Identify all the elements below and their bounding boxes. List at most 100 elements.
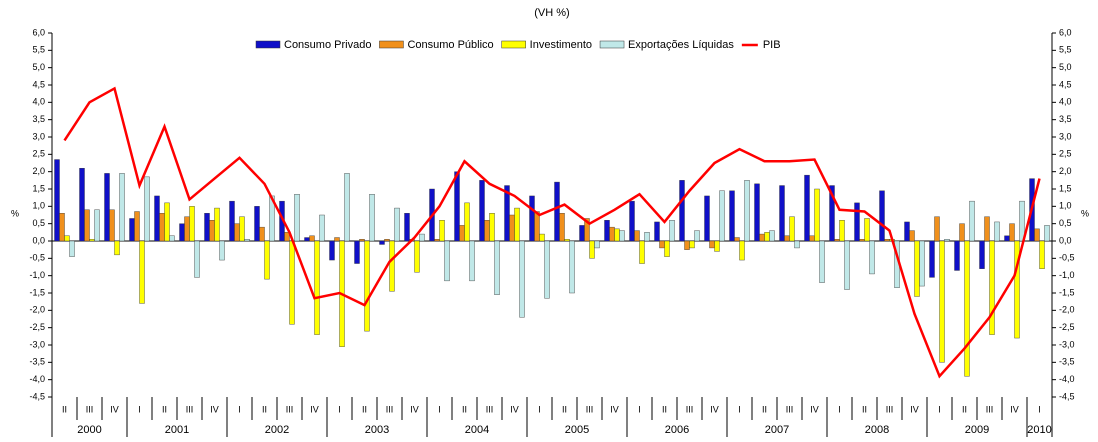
y2-tick-label: 0,5 [1059,218,1072,228]
bar [554,181,560,242]
x-tick-label: III [486,404,494,414]
bar [394,207,400,242]
x-tick-label: I [738,404,741,414]
x-tick-label: IV [110,404,119,414]
y2-axis-label: % [1081,208,1089,218]
bar [734,237,740,242]
bar [494,240,500,295]
bar [729,190,735,242]
y-axis-label: % [11,208,19,218]
bar [1034,228,1040,242]
bar [779,185,785,242]
legend-label: PIB [763,39,781,51]
y-tick-label: 3,0 [32,131,45,141]
y2-tick-label: 3,0 [1059,131,1072,141]
bar [809,235,815,242]
bar [864,218,870,242]
x-tick-label: II [162,404,167,414]
y2-tick-label: -1,0 [1059,270,1075,280]
bar [284,232,290,242]
bar [314,240,320,335]
bar [289,240,295,325]
bar [669,219,675,242]
bar [934,216,940,242]
bar [519,240,525,318]
year-label: 2002 [265,424,289,436]
bar [404,213,410,242]
bar [859,239,865,242]
x-tick-label: IV [410,404,419,414]
bar [909,230,915,242]
bar [414,240,420,273]
bar [189,206,195,242]
bar [904,221,910,242]
bar [804,174,810,242]
bar [389,240,395,292]
bar [109,209,115,242]
y-tick-label: 5,0 [32,62,45,72]
y2-tick-label: -0,5 [1059,253,1075,263]
bar [259,226,265,242]
x-tick-label: I [638,404,641,414]
bar [834,239,840,242]
y-tick-label: 2,5 [32,149,45,159]
x-tick-label: IV [310,404,319,414]
bar [819,240,825,283]
bar [929,240,935,278]
x-tick-label: I [238,404,241,414]
bar [689,240,695,249]
bar [194,240,200,278]
bar [719,190,725,242]
bar [239,216,245,242]
legend-label: Consumo Público [407,39,493,51]
y-tick-label: -4,5 [29,391,45,401]
bar [884,239,890,242]
bar [464,202,470,242]
bar [304,237,310,242]
bar [1014,240,1020,339]
x-tick-label: III [86,404,94,414]
bar [104,173,110,242]
bar [319,214,325,242]
bar [434,239,440,242]
bar [954,240,960,271]
y2-tick-label: 5,5 [1059,45,1072,55]
bar [164,202,170,242]
bar [969,200,975,242]
x-tick-label: III [886,404,894,414]
bar [664,240,670,257]
bar [294,193,300,242]
bar [694,230,700,242]
bar [509,214,515,242]
y-tick-label: 3,5 [32,114,45,124]
year-label: 2000 [77,424,101,436]
year-label: 2001 [165,424,189,436]
y2-tick-label: 2,5 [1059,149,1072,159]
x-tick-label: IV [710,404,719,414]
y2-tick-label: -4,5 [1059,391,1075,401]
year-label: 2005 [565,424,589,436]
bar [944,239,950,242]
bar [844,240,850,290]
y2-tick-label: -2,5 [1059,322,1075,332]
bar [994,221,1000,242]
bar [584,218,590,242]
bar [789,216,795,242]
bar [54,159,60,242]
bar [444,240,450,282]
bar [359,239,365,242]
bar [654,221,660,242]
x-tick-label: II [62,404,67,414]
bar [119,173,125,242]
bar [629,200,635,242]
y-tick-label: -3,0 [29,339,45,349]
y2-tick-label: 1,5 [1059,183,1072,193]
y2-tick-label: -3,5 [1059,357,1075,367]
x-tick-label: II [862,404,867,414]
bar [964,240,970,377]
y-tick-label: 6,0 [32,27,45,37]
bar [244,239,250,242]
bar [634,230,640,242]
bar [169,235,175,242]
